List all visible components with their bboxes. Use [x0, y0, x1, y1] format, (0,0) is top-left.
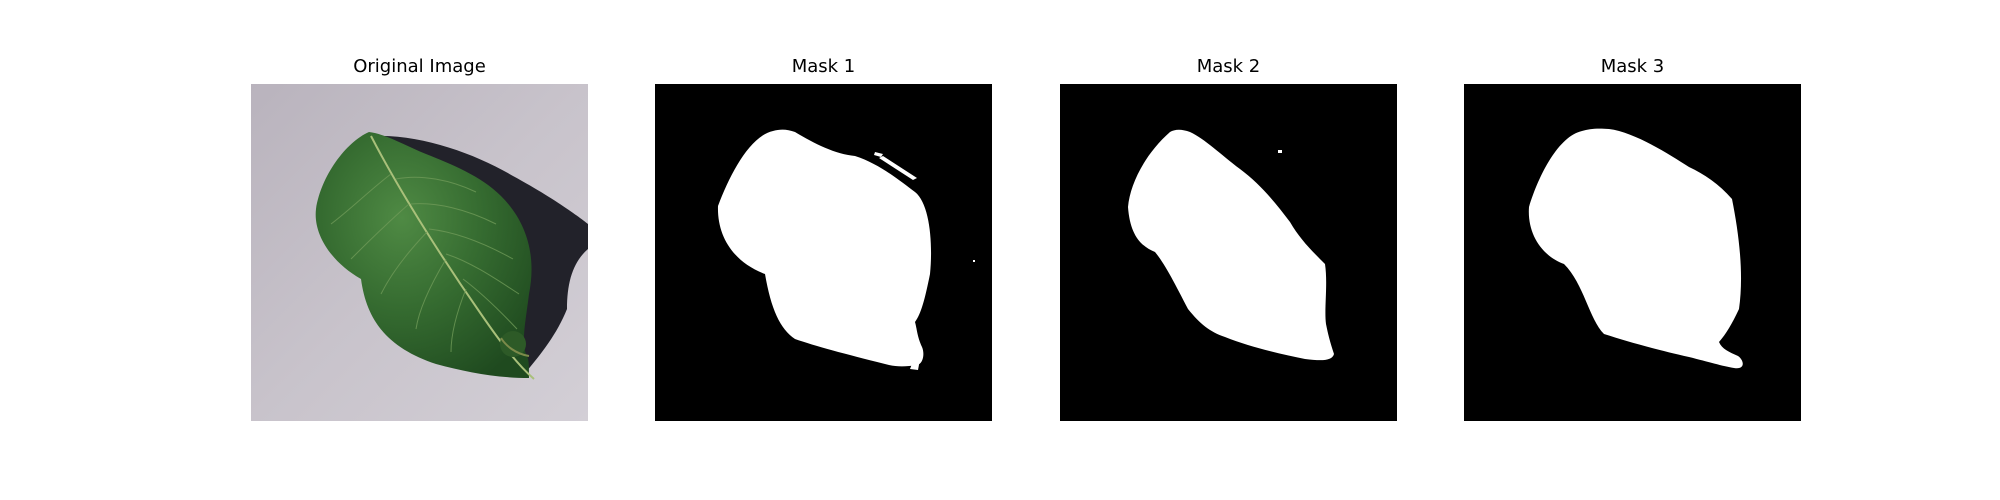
- panel-mask-2: Mask 2: [1060, 84, 1397, 421]
- panel-title: Mask 2: [1060, 56, 1397, 78]
- panel-title: Mask 3: [1464, 56, 1801, 78]
- mask-3-image: [1464, 84, 1801, 421]
- panel-mask-1: Mask 1: [655, 84, 992, 421]
- panel-original-image: Original Image: [251, 84, 588, 421]
- panel-title: Original Image: [251, 56, 588, 78]
- panel-title: Mask 1: [655, 56, 992, 78]
- mask-1-image: [655, 84, 992, 421]
- original-leaf-photo: [251, 84, 588, 421]
- panel-mask-3: Mask 3: [1464, 84, 1801, 421]
- mask-2-image: [1060, 84, 1397, 421]
